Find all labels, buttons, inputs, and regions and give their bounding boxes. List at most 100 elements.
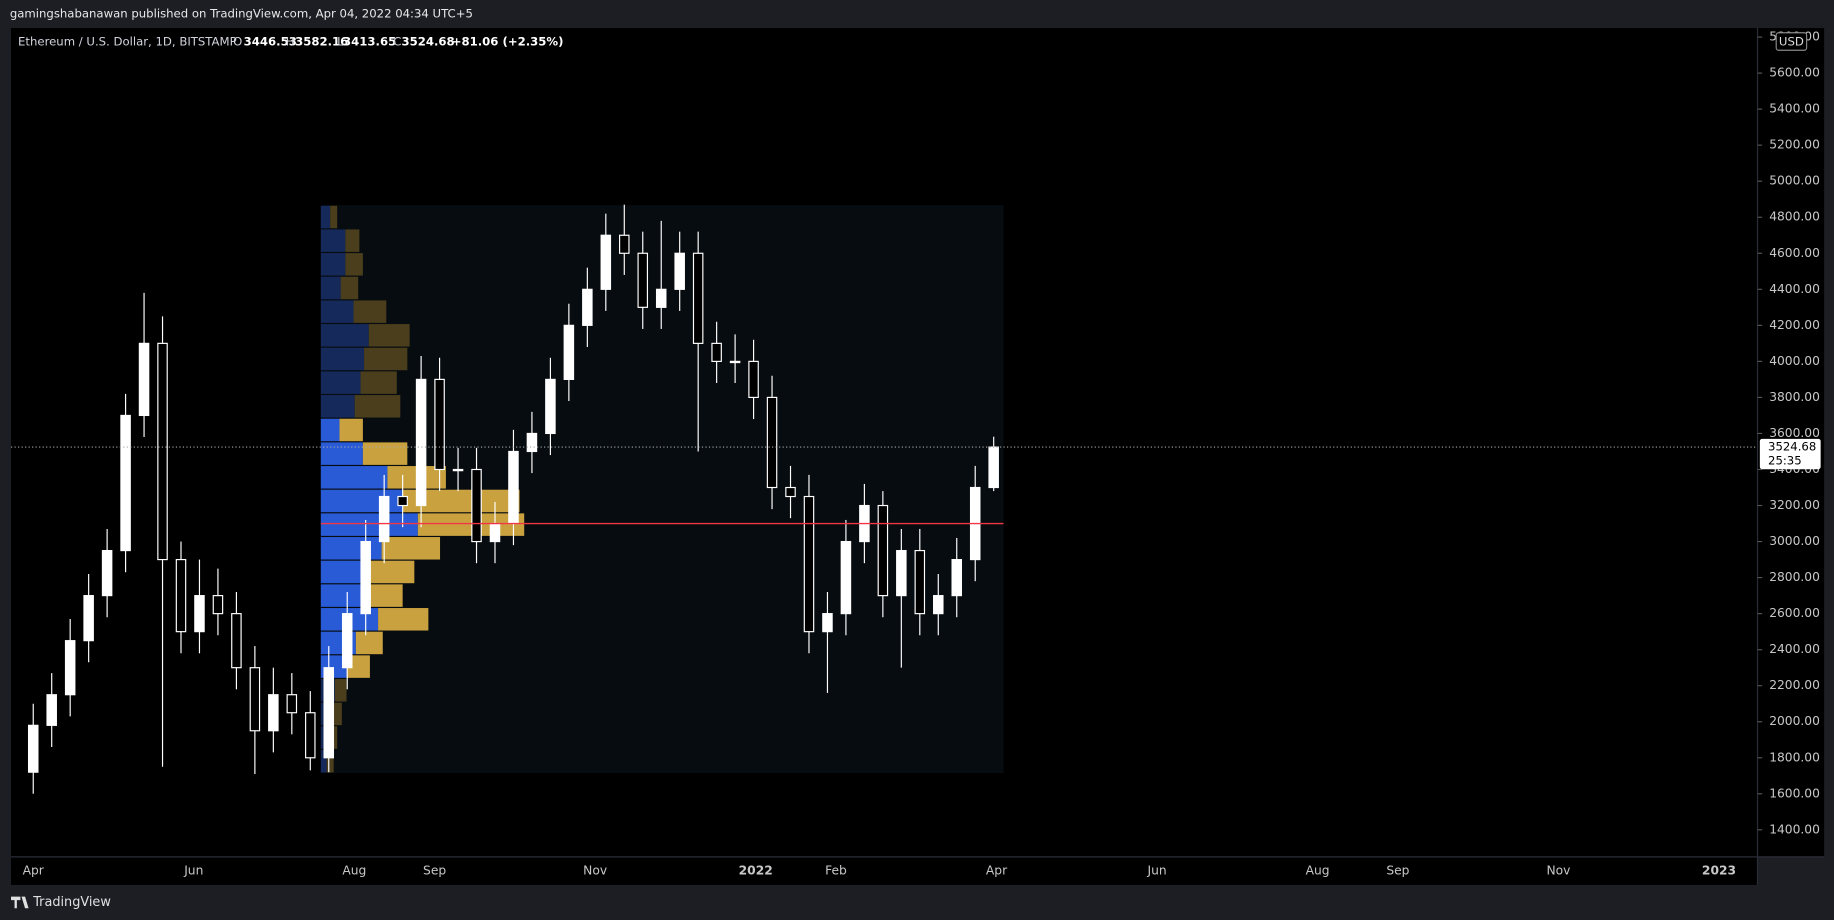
time-axis: [11, 856, 1758, 885]
candle-body: [619, 234, 630, 254]
profile-up-bar: [320, 489, 403, 513]
candle-body: [582, 288, 593, 326]
profile-up-bar: [320, 537, 382, 560]
plot: [27, 204, 1004, 794]
candle-body: [896, 549, 907, 597]
candle-body: [545, 378, 556, 435]
candle-body: [822, 613, 833, 633]
ohlc-value: 3582.16: [295, 35, 348, 49]
candle-body: [508, 450, 519, 525]
x-tick-label: Feb: [825, 863, 847, 877]
profile-down-bar: [365, 584, 403, 607]
x-tick-label: Jun: [1147, 863, 1167, 877]
profile-down-bar: [362, 442, 408, 465]
y-tick-label: 4600.00: [1769, 246, 1820, 260]
candle-body: [489, 522, 501, 543]
profile-up-bar: [320, 347, 365, 371]
candle-body: [933, 595, 944, 615]
candle-body: [157, 342, 168, 561]
candle-body: [64, 640, 76, 696]
ohlc-value: 3446.53: [244, 35, 297, 49]
logo: [11, 896, 29, 909]
candle-body: [452, 468, 464, 472]
profile-down-bar: [381, 537, 441, 560]
profile-down-bar: [340, 276, 359, 300]
y-tick-label: 3600.00: [1769, 426, 1820, 440]
x-tick-label: Aug: [1306, 863, 1330, 877]
candle-body: [748, 360, 759, 399]
profile-down-bar: [332, 702, 342, 726]
candle-body: [711, 342, 722, 362]
candle-body: [655, 288, 667, 308]
y-tick-label: 4000.00: [1769, 354, 1820, 368]
profile-up-bar: [320, 371, 361, 394]
candle-body: [951, 558, 963, 597]
profile-down-bar: [355, 631, 383, 655]
profile-up-bar: [320, 205, 331, 229]
y-tick-label: 5600.00: [1769, 66, 1820, 80]
y-tick-label: 3000.00: [1769, 534, 1820, 548]
ohlc-label: L: [337, 35, 344, 49]
y-tick-label: 1400.00: [1769, 822, 1820, 836]
ohlc-label: C: [393, 35, 401, 49]
candle-body: [914, 549, 926, 615]
y-tick-label: 4400.00: [1769, 282, 1820, 296]
profile-down-bar: [402, 489, 520, 513]
candle-body: [249, 667, 261, 732]
candle-body: [434, 378, 445, 471]
ohlc-label: O: [233, 35, 242, 49]
profile-down-bar: [354, 395, 401, 418]
profile-up-bar: [320, 418, 340, 442]
profile-up-bar: [320, 253, 346, 276]
ohlc-value: 3413.65: [343, 35, 396, 49]
candle-body: [471, 468, 482, 543]
countdown: 25:35: [1768, 454, 1802, 468]
profile-down-bar: [326, 750, 334, 773]
y-tick-label: 4800.00: [1769, 210, 1820, 224]
candle-body: [27, 724, 39, 773]
candle-body: [637, 252, 649, 308]
candle-body: [194, 595, 205, 633]
x-tick-label: Nov: [1546, 863, 1570, 877]
candle-body: [286, 694, 298, 714]
profile-up-bar: [320, 750, 327, 773]
candle-body: [46, 694, 57, 726]
candle-body: [360, 540, 371, 615]
x-tick-label: Aug: [342, 863, 366, 877]
candle-body: [378, 495, 390, 543]
ohlc-label: H: [286, 35, 295, 49]
currency: USD: [1779, 35, 1804, 49]
y-tick-label: 3200.00: [1769, 498, 1820, 512]
profile-up-bar: [320, 276, 341, 300]
profile-down-bar: [378, 608, 429, 631]
profile-up-bar: [320, 584, 366, 607]
price-label-box: [1759, 438, 1821, 470]
publish-header: gamingshabanawan published on TradingVie…: [10, 7, 473, 21]
candle-body: [212, 595, 224, 615]
profile-up-bar: [320, 560, 368, 584]
candle-body: [175, 558, 187, 633]
y-tick-label: 4200.00: [1769, 318, 1820, 332]
profile-up-bar: [320, 513, 418, 536]
ohlc-value: 3524.68: [401, 35, 454, 49]
profile-down-bar: [330, 205, 338, 229]
y-tick-label: 1600.00: [1769, 786, 1820, 800]
symbol-title: Ethereum / U.S. Dollar, 1D, BITSTAMP: [18, 35, 237, 49]
candle-body: [120, 414, 131, 552]
profile-down-bar: [368, 324, 410, 347]
profile-down-bar: [339, 418, 363, 442]
candle-body: [341, 613, 353, 669]
candle-body: [563, 324, 575, 380]
profile-down-bar: [364, 347, 408, 371]
candle-body: [305, 712, 316, 759]
y-tick-label: 5000.00: [1769, 174, 1820, 188]
candle-body: [83, 595, 94, 642]
x-tick-label: Sep: [1386, 863, 1409, 877]
y-tick-label: 2200.00: [1769, 678, 1820, 692]
y-tick-label: 5200.00: [1769, 138, 1820, 152]
profile-down-bar: [360, 371, 397, 394]
x-tick-label: 2022: [739, 863, 773, 877]
currency-badge: [1775, 32, 1808, 51]
profile-down-bar: [334, 679, 347, 702]
